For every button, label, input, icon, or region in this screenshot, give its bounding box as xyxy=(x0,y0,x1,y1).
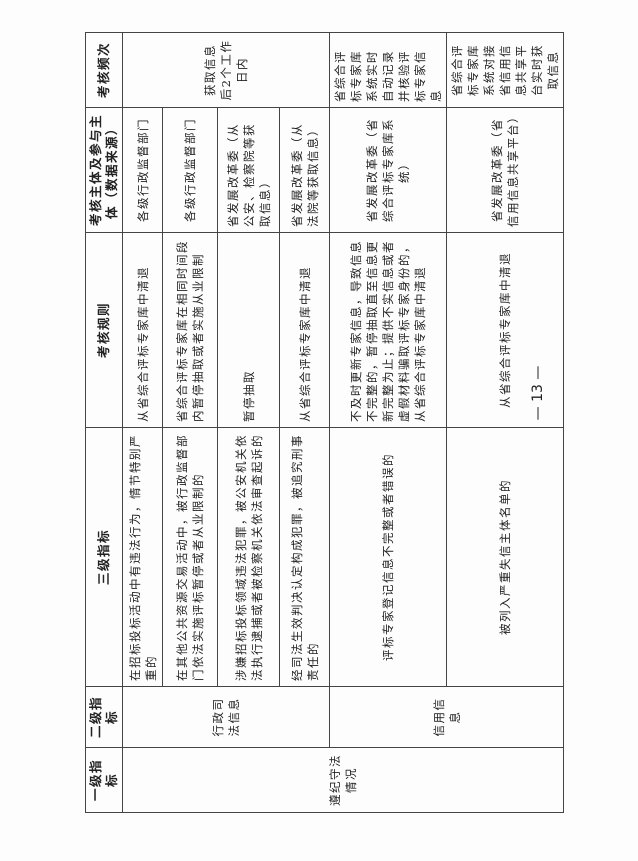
level2-cell: 行政司法信息 xyxy=(122,686,330,748)
table-row: 遵纪守法情况 行政司法信息 在招标投标活动中有违法行为，情节特别严重的 从省综合… xyxy=(122,32,564,813)
rotated-page: 一级指标 二级指标 三级指标 考核规则 考核主体及参与主体（数据来源） 考核频次… xyxy=(85,32,565,813)
header-rule: 考核规则 xyxy=(85,232,123,428)
header-row: 一级指标 二级指标 三级指标 考核规则 考核主体及参与主体（数据来源） 考核频次 xyxy=(85,32,123,813)
rule-cell: 从省综合评标专家库中清退 xyxy=(122,232,163,428)
level2-cell: 信用信息 xyxy=(329,686,564,748)
rule-cell: 省综合评标专家库在相同时间段内暂停抽取或者实施从业限制 xyxy=(162,232,218,428)
header-level2: 二级指标 xyxy=(85,686,123,748)
level3-cell: 评标专家登记信息不完整或者错误的 xyxy=(329,427,447,687)
assessment-table: 一级指标 二级指标 三级指标 考核规则 考核主体及参与主体（数据来源） 考核频次… xyxy=(85,32,564,813)
level3-cell: 在其他公共资源交易活动中，被行政监督部门依法实施评标暂停或者从业限制的 xyxy=(162,427,218,687)
level1-cell: 遵纪守法情况 xyxy=(122,747,564,813)
subject-cell: 各级行政监督部门 xyxy=(162,107,218,233)
frequency-cell: 获取信息后2个工作日内 xyxy=(122,32,330,108)
table-row: 信用信息 评标专家登记信息不完整或者错误的 不及时更新专家信息，导致信息不完整的… xyxy=(329,32,564,813)
subject-cell: 省发展改革委（从公安、检察院等获取信息） xyxy=(217,107,280,233)
header-subject: 考核主体及参与主体（数据来源） xyxy=(85,107,123,233)
header-level3: 三级指标 xyxy=(85,427,123,687)
subject-cell: 各级行政监督部门 xyxy=(122,107,163,233)
level3-cell: 经司法生效判决认定构成犯罪，被追究刑事责任的 xyxy=(279,427,330,687)
rule-cell: 从省综合评标专家库中清退 xyxy=(279,232,330,428)
rule-cell: 暂停抽取 xyxy=(217,232,280,428)
page-number: — 13 — xyxy=(530,365,546,421)
frequency-cell: 省综合评标专家库系统实时自动记录并核验评标专家信息 xyxy=(329,32,447,108)
header-level1: 一级指标 xyxy=(85,747,123,813)
rule-cell: 不及时更新专家信息，导致信息不完整的，暂停抽取直至信息更新完整为止；提供不实信息… xyxy=(329,232,447,428)
level3-cell: 涉嫌招标投标领域违法犯罪，被公安机关依法执行逮捕或者被检察机关依法审查起诉的 xyxy=(217,427,280,687)
subject-cell: 省发展改革委（从法院等获取信息） xyxy=(279,107,330,233)
frequency-cell: 省综合评标专家库系统对接省信用信息共享平台实时获取信息 xyxy=(446,32,564,108)
subject-cell: 省发展改革委（省信用信息共享平台） xyxy=(446,107,564,233)
subject-cell: 省发展改革委（省综合评标专家库系统） xyxy=(329,107,447,233)
level3-cell: 在招标投标活动中有违法行为，情节特别严重的 xyxy=(122,427,163,687)
level3-cell: 被列入严重失信主体名单的 xyxy=(446,427,564,687)
header-frequency: 考核频次 xyxy=(85,32,123,108)
